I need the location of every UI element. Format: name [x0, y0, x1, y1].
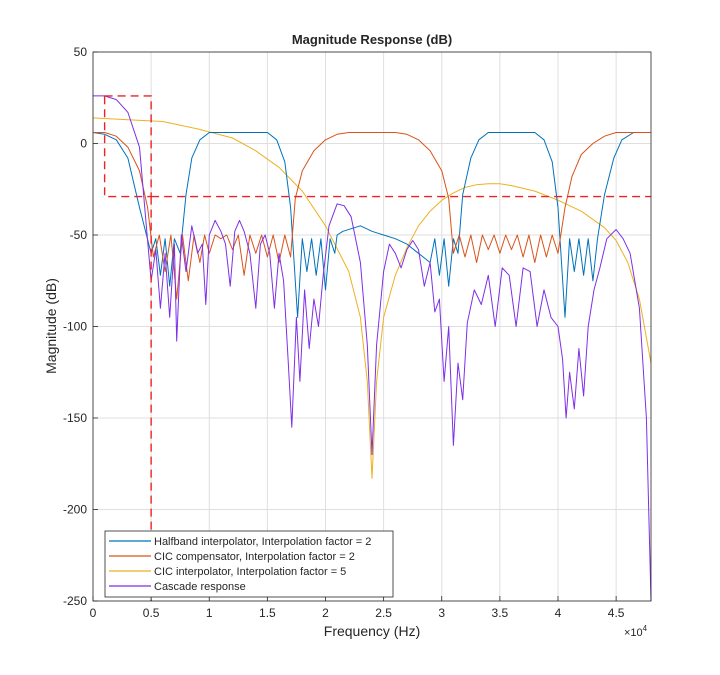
x-tick-label: 4.5	[608, 606, 625, 620]
y-tick-label: -200	[63, 503, 87, 517]
x-tick-label: 3	[438, 606, 445, 620]
passband-mask-box	[103, 95, 152, 198]
x-tick-label: 0	[90, 606, 97, 620]
series-line-2	[93, 132, 651, 300]
y-tick-label: -100	[63, 320, 87, 334]
series-line-3	[92, 117, 652, 479]
y-tick-label: -50	[70, 228, 88, 242]
series-line-4	[93, 95, 652, 602]
chart-title: Magnitude Response (dB)	[292, 32, 452, 47]
legend-label-2: CIC compensator, Interpolation factor = …	[154, 551, 355, 563]
x-tick-label: 1	[206, 606, 213, 620]
tick-layer: 0 0.5 1 1.5 2 2.5 3 3.5 4 4.5 50 0 -50 -100 -150 -200 -2…	[63, 45, 625, 620]
y-tick-label: 0	[80, 137, 87, 151]
x-tick-label: 3.5	[492, 606, 509, 620]
x-axis-exponent: ×104	[624, 624, 648, 639]
y-axis-label: Magnitude (dB)	[43, 278, 59, 374]
y-tick-label: -250	[63, 594, 87, 608]
x-tick-label: 2	[322, 606, 329, 620]
series-layer	[92, 95, 652, 602]
annotation-layer	[103, 95, 651, 601]
y-tick-label: -150	[63, 411, 87, 425]
legend: Halfband interpolator, Interpolation fac…	[104, 530, 394, 598]
x-tick-label: 1.5	[259, 606, 276, 620]
y-tick-label: 50	[74, 45, 88, 59]
legend-box	[104, 530, 394, 598]
legend-label-1: Halfband interpolator, Interpolation fac…	[154, 536, 371, 548]
x-tick-label: 4	[555, 606, 562, 620]
x-tick-label: 0.5	[143, 606, 160, 620]
legend-label-4: Cascade response	[154, 581, 246, 593]
x-axis-label: Frequency (Hz)	[324, 623, 420, 639]
x-tick-label: 2.5	[375, 606, 392, 620]
legend-label-3: CIC interpolator, Interpolation factor =…	[154, 566, 346, 578]
